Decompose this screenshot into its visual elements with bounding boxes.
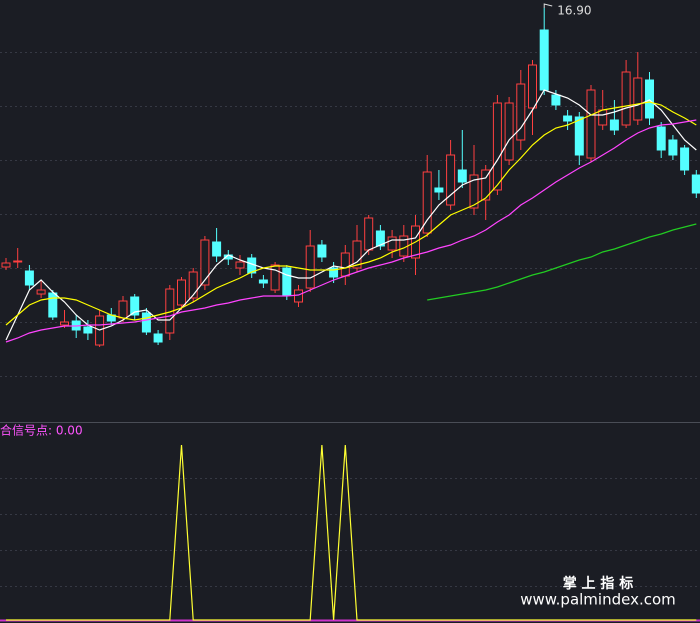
candle-body xyxy=(305,245,315,289)
candle-body xyxy=(586,89,596,159)
candle-body xyxy=(317,244,327,258)
candle-body xyxy=(329,267,339,278)
candle-body xyxy=(153,333,163,343)
candle-body xyxy=(141,312,151,333)
series-line xyxy=(5,89,697,341)
plot-area: 16.90 xyxy=(1,3,700,621)
candle-body xyxy=(446,154,456,206)
candle-body xyxy=(36,289,46,295)
candle-body xyxy=(621,71,631,126)
candle-body xyxy=(680,147,690,171)
candle-body xyxy=(645,79,654,119)
watermark-url: www.palmindex.com xyxy=(520,591,676,609)
watermark-title: 掌 上 指 标 xyxy=(563,575,634,592)
candle-body xyxy=(387,236,397,251)
candle-body xyxy=(574,116,584,156)
annotation-label: 16.90 xyxy=(557,4,591,18)
candle-body xyxy=(598,109,608,126)
candle-body xyxy=(609,119,619,131)
candle-body xyxy=(258,279,268,284)
candle-body xyxy=(188,271,198,299)
candle-body xyxy=(83,326,93,334)
candle-body xyxy=(551,94,561,106)
candle-body xyxy=(364,217,374,251)
candle-body xyxy=(563,115,573,122)
candle-body xyxy=(212,241,222,257)
series-line xyxy=(6,444,697,621)
candle-body xyxy=(691,174,700,194)
candle-body xyxy=(633,77,643,121)
candle-body xyxy=(434,187,444,193)
candle-body xyxy=(130,296,140,316)
annotation-pointer xyxy=(543,3,553,8)
candle-body xyxy=(48,292,58,318)
candle-body xyxy=(177,279,186,306)
candle-body xyxy=(352,240,362,269)
candle-body xyxy=(656,126,666,151)
candle-body xyxy=(200,239,210,286)
candle-body xyxy=(528,64,537,109)
candle-body xyxy=(1,262,11,268)
candle-body xyxy=(60,321,69,326)
candle-body xyxy=(13,260,23,263)
series-line xyxy=(427,223,697,301)
grid xyxy=(0,52,700,587)
candle-body xyxy=(270,264,280,291)
candle-body xyxy=(469,174,479,209)
candle-body xyxy=(340,252,350,277)
series-line xyxy=(5,119,697,343)
candle-body xyxy=(504,102,514,161)
candle-body xyxy=(539,29,549,91)
series-line xyxy=(5,101,697,326)
candle-body xyxy=(375,230,385,247)
candle-body xyxy=(492,102,502,191)
candle-body xyxy=(668,139,678,156)
candle-body xyxy=(118,300,128,319)
candle-body xyxy=(457,169,467,183)
candle-body xyxy=(24,270,34,286)
candle-body xyxy=(294,289,303,303)
candle-body xyxy=(481,169,491,201)
candle-body xyxy=(422,171,432,234)
candle-body xyxy=(235,261,245,269)
candle-body xyxy=(282,267,292,296)
indicator-title: 合信号点: 0.00 xyxy=(0,423,83,438)
candle-body xyxy=(516,83,526,141)
